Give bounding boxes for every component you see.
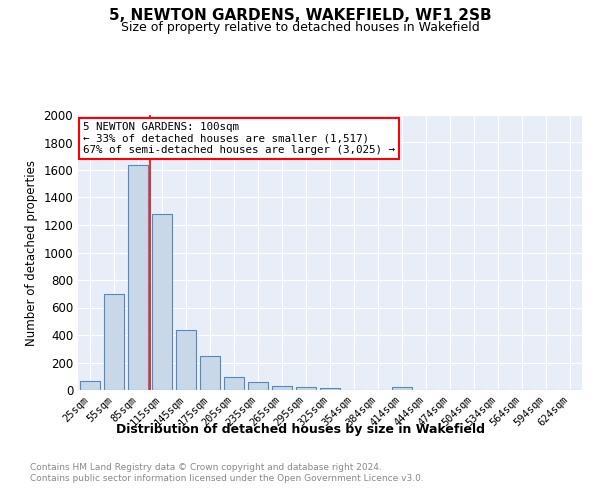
Bar <box>200 356 220 390</box>
Text: 5 NEWTON GARDENS: 100sqm
← 33% of detached houses are smaller (1,517)
67% of sem: 5 NEWTON GARDENS: 100sqm ← 33% of detach… <box>83 122 395 155</box>
Bar <box>104 294 124 390</box>
Bar <box>224 377 244 390</box>
Bar <box>320 388 340 390</box>
Text: Contains HM Land Registry data © Crown copyright and database right 2024.: Contains HM Land Registry data © Crown c… <box>30 462 382 471</box>
Bar <box>176 330 196 390</box>
Bar <box>128 165 148 390</box>
Text: Distribution of detached houses by size in Wakefield: Distribution of detached houses by size … <box>115 422 485 436</box>
Text: 5, NEWTON GARDENS, WAKEFIELD, WF1 2SB: 5, NEWTON GARDENS, WAKEFIELD, WF1 2SB <box>109 8 491 22</box>
Text: Contains public sector information licensed under the Open Government Licence v3: Contains public sector information licen… <box>30 474 424 483</box>
Bar <box>392 387 412 390</box>
Bar <box>152 214 172 390</box>
Bar <box>248 382 268 390</box>
Text: Size of property relative to detached houses in Wakefield: Size of property relative to detached ho… <box>121 21 479 34</box>
Y-axis label: Number of detached properties: Number of detached properties <box>25 160 38 346</box>
Bar <box>296 386 316 390</box>
Bar <box>272 386 292 390</box>
Bar <box>80 381 100 390</box>
